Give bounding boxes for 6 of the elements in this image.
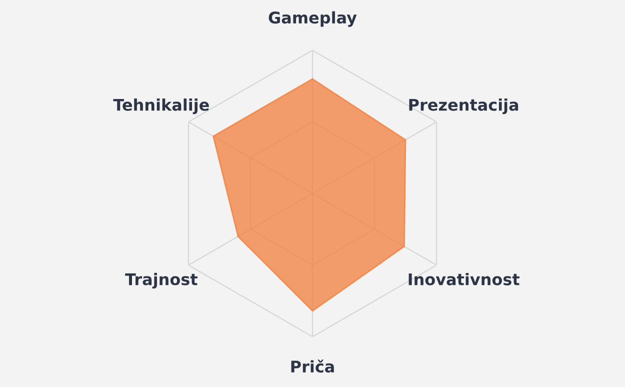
spoke-label: Priča	[291, 360, 334, 373]
spoke-label: Trajnost	[125, 272, 198, 289]
spoke-label: Gameplay	[268, 11, 357, 27]
spoke-label: Inovativnost	[408, 272, 520, 286]
spoke-label: Tehnikalije	[113, 98, 209, 114]
spoke-label: Prezentacija	[409, 98, 518, 114]
